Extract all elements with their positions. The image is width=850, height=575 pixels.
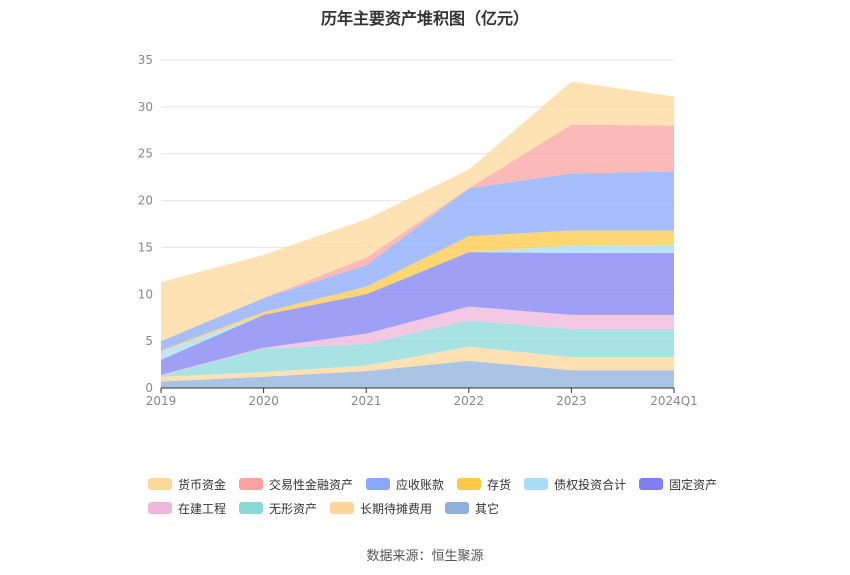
x-tick-label: 2023 [556, 394, 587, 408]
legend-item[interactable]: 债权投资合计 [524, 476, 626, 493]
legend-label: 存货 [487, 477, 512, 492]
legend-label: 无形资产 [269, 501, 318, 516]
legend-swatch [239, 502, 264, 514]
legend-item[interactable]: 交易性金融资产 [239, 476, 353, 493]
legend-label: 在建工程 [178, 501, 227, 516]
area-series-6 [161, 230, 674, 352]
area-series-1 [161, 346, 674, 382]
legend-item[interactable]: 固定资产 [639, 476, 717, 493]
legend-swatch [366, 478, 391, 490]
legend-item[interactable]: 货币资金 [148, 476, 226, 493]
legend-label: 货币资金 [178, 477, 227, 492]
legend-item[interactable]: 无形资产 [239, 500, 317, 517]
legend-label: 交易性金融资产 [269, 477, 354, 492]
chart-title: 历年主要资产堆积图（亿元） [320, 9, 529, 28]
chart-legend: 货币资金 交易性金融资产 应收账款 存货 债权投资合计 固定资产在建工程 无形资产 长期待摊费… [148, 472, 748, 520]
legend-label: 固定资产 [669, 477, 718, 492]
area-series-2 [161, 320, 674, 377]
legend-swatch [445, 502, 470, 514]
stacked-area-chart: 0 5 10 15 20 25 30 35 2019 2020 2021 2022 2023 2024Q1 [138, 53, 698, 408]
x-tick-label: 2019 [146, 394, 177, 408]
legend-label: 债权投资合计 [554, 477, 627, 492]
area-series-3 [161, 306, 674, 376]
y-tick-label: 10 [138, 287, 153, 301]
area-series-7 [161, 171, 674, 351]
x-tick-label: 2022 [454, 394, 485, 408]
legend-swatch [148, 478, 172, 490]
legend-row: 在建工程 无形资产 长期待摊费用 其它 [148, 496, 748, 520]
legend-item[interactable]: 应收账款 [366, 476, 444, 493]
y-tick-label: 15 [138, 240, 153, 254]
legend-swatch [330, 502, 355, 514]
legend-label: 应收账款 [396, 477, 445, 492]
x-tick-label: 2021 [351, 394, 382, 408]
x-tick-label: 2020 [248, 394, 279, 408]
area-series-4 [161, 252, 674, 375]
legend-item[interactable]: 长期待摊费用 [330, 500, 432, 517]
legend-item[interactable]: 存货 [457, 476, 511, 493]
data-source: 数据来源：恒生聚源 [366, 549, 484, 564]
legend-swatch [457, 478, 482, 490]
legend-item[interactable]: 其它 [445, 500, 499, 517]
legend-row: 货币资金 交易性金融资产 应收账款 存货 债权投资合计 固定资产 [148, 472, 748, 496]
area-series-0 [161, 360, 674, 388]
area-series-8 [161, 124, 674, 342]
y-tick-label: 20 [138, 194, 153, 208]
x-tick-label: 2024Q1 [650, 394, 698, 408]
legend-swatch [524, 478, 549, 490]
y-tick-label: 25 [138, 147, 153, 161]
y-tick-label: 5 [145, 334, 153, 348]
legend-label: 其它 [475, 501, 500, 516]
legend-item[interactable]: 在建工程 [148, 500, 226, 517]
legend-swatch [148, 502, 172, 514]
legend-swatch [639, 478, 664, 490]
y-tick-label: 30 [138, 100, 153, 114]
y-tick-label: 0 [145, 381, 153, 395]
legend-label: 长期待摊费用 [360, 501, 433, 516]
y-tick-label: 35 [138, 53, 153, 67]
legend-swatch [239, 478, 264, 490]
area-series-9 [161, 81, 674, 342]
